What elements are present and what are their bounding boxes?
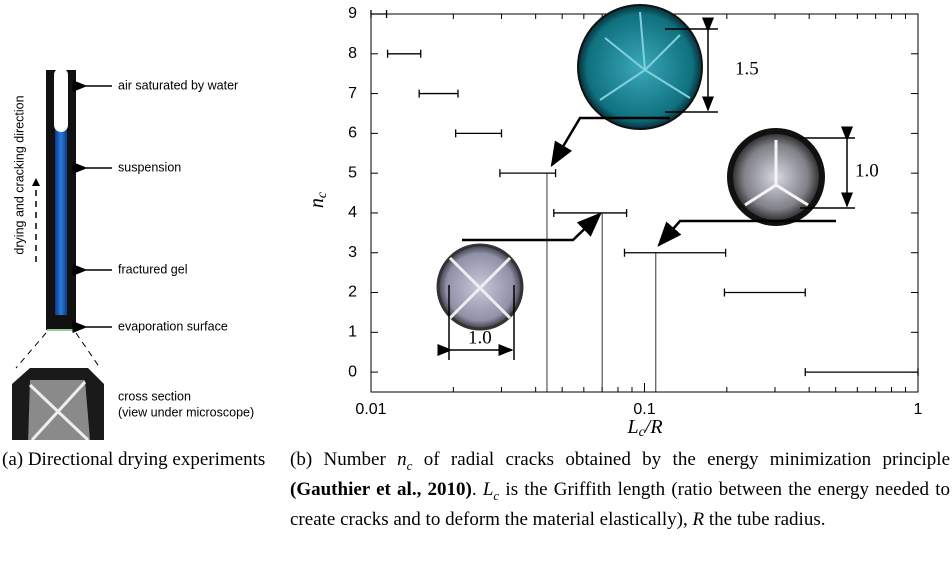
caption-math: L bbox=[482, 478, 494, 500]
chart: 0 1 2 3 4 5 6 7 8 9 0.01 0.1 1 bbox=[348, 5, 922, 418]
photo-cracks bbox=[448, 256, 512, 320]
photo-cracks bbox=[744, 140, 809, 207]
y-tick-label: 0 bbox=[348, 363, 357, 380]
dimension-label: 1.0 bbox=[855, 160, 879, 181]
y-tick-label: 3 bbox=[348, 244, 357, 261]
dimension-lines bbox=[437, 17, 855, 360]
dimension-label: 1.5 bbox=[735, 58, 759, 79]
y-tick-label: 4 bbox=[348, 204, 357, 221]
tube-label: cross section bbox=[118, 389, 191, 403]
tube-label: fractured gel bbox=[118, 262, 187, 276]
y-tick-label: 7 bbox=[348, 85, 357, 102]
tube-label: air saturated by water bbox=[118, 78, 238, 92]
y-tick-label: 9 bbox=[348, 5, 357, 22]
interval bbox=[499, 169, 557, 178]
caption-a: (a) Directional drying experiments bbox=[2, 449, 266, 470]
caption-text: the tube radius. bbox=[704, 508, 826, 530]
interval bbox=[418, 89, 459, 98]
y-tick-label: 8 bbox=[348, 45, 357, 62]
interval bbox=[386, 49, 422, 58]
tube-label: suspension bbox=[118, 160, 181, 174]
y-tick-label: 6 bbox=[348, 125, 357, 142]
caption-math: n bbox=[397, 449, 407, 470]
caption-text: is the Griffith length (ratio between th… bbox=[290, 478, 950, 530]
cross-section-photo bbox=[12, 368, 104, 440]
y-tick-label: 2 bbox=[348, 284, 357, 301]
caption-math: c bbox=[493, 487, 500, 503]
tube-label: evaporation surface bbox=[118, 319, 228, 333]
interval bbox=[370, 10, 388, 18]
y-tick-label: 1 bbox=[348, 324, 357, 341]
figure: air saturated by water suspension fractu… bbox=[12, 4, 923, 440]
caption-math: c bbox=[406, 457, 413, 473]
interval bbox=[623, 248, 727, 257]
x-tick-label: 0.1 bbox=[633, 401, 655, 418]
tube-label: (view under microscope) bbox=[118, 405, 254, 419]
projection-lines bbox=[15, 190, 101, 369]
y-tick-label: 5 bbox=[348, 164, 357, 181]
interval bbox=[723, 288, 806, 297]
label-arrows bbox=[72, 80, 112, 333]
direction-arrowhead bbox=[32, 178, 40, 186]
x-tick-label: 0.01 bbox=[355, 401, 386, 418]
dimension-label: 1.0 bbox=[468, 327, 492, 348]
caption-text: . bbox=[471, 478, 483, 500]
photo-cracks bbox=[599, 11, 691, 101]
caption-b: (b) Number nc of radial cracks obtained … bbox=[290, 448, 950, 532]
direction-label: drying and cracking direction bbox=[12, 95, 26, 254]
interval bbox=[804, 368, 919, 377]
y-axis-label: nc bbox=[306, 191, 331, 208]
caption-math: R bbox=[692, 508, 705, 530]
caption-text: (b) Number bbox=[290, 449, 398, 470]
interval bbox=[553, 208, 628, 217]
x-tick-label: 1 bbox=[914, 401, 923, 418]
caption-citation: (Gauthier et al., 2010) bbox=[290, 478, 472, 500]
tube bbox=[46, 68, 76, 331]
caption-text: of radial cracks obtained by the energy … bbox=[412, 449, 950, 470]
pointer-arrows bbox=[462, 116, 836, 247]
x-axis-label: Lc/R bbox=[626, 416, 662, 440]
interval bbox=[455, 129, 503, 138]
